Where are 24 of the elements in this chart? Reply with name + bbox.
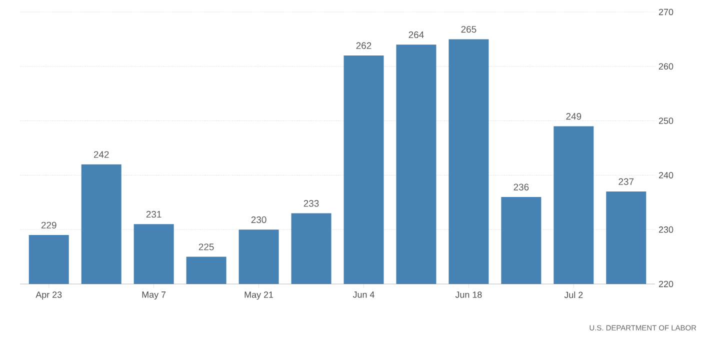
data-label: 262	[356, 42, 372, 49]
y-tick-label: 250	[658, 118, 674, 124]
x-tick-label: May 21	[244, 292, 274, 300]
data-label: 249	[566, 113, 582, 120]
y-tick-label: 240	[658, 172, 674, 178]
data-label: 264	[408, 31, 424, 38]
data-label: 242	[94, 151, 109, 158]
x-tick-label: Jun 4	[352, 292, 374, 298]
data-label: 233	[304, 200, 319, 207]
data-label: 231	[146, 210, 162, 218]
y-tick-label: 230	[658, 226, 674, 233]
y-tick-label: 270	[658, 8, 674, 16]
x-tick-label: Apr 23	[36, 292, 62, 300]
x-tick-label: Jul 2	[564, 292, 583, 298]
data-label: 225	[198, 244, 214, 250]
data-label: 236	[514, 184, 529, 190]
data-label: 237	[618, 178, 634, 185]
x-tick-label: May 7	[142, 292, 166, 300]
y-tick-label: 220	[658, 280, 674, 288]
data-label: 229	[41, 222, 56, 229]
x-tick-label: Jun 18	[455, 292, 482, 298]
data-label: 230	[251, 216, 266, 224]
data-label: 265	[461, 26, 476, 33]
y-tick-label: 260	[658, 63, 674, 70]
